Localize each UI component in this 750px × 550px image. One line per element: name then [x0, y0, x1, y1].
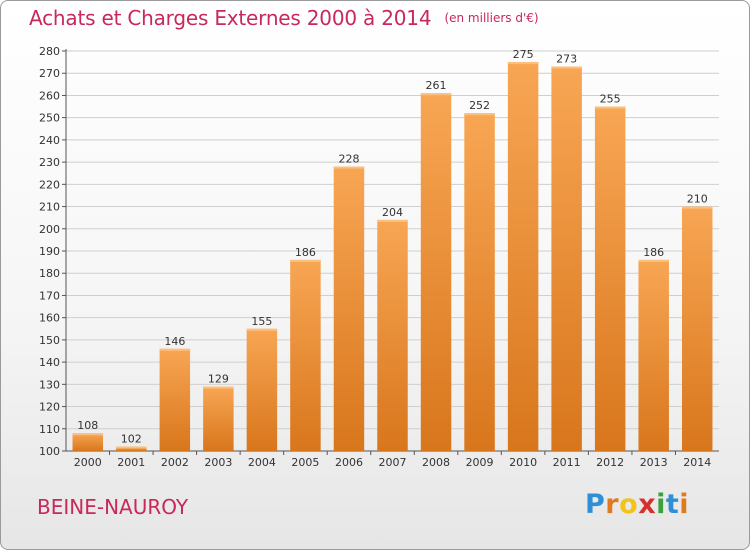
bar	[203, 386, 234, 451]
x-tick-label: 2013	[640, 456, 668, 469]
x-tick-label: 2008	[422, 456, 450, 469]
y-tick-label: 270	[39, 67, 60, 80]
y-tick-label: 120	[39, 401, 60, 414]
y-tick-label: 260	[39, 89, 60, 102]
value-label: 210	[687, 193, 708, 206]
proxiti-logo: Proxiti	[585, 489, 689, 520]
value-label: 186	[643, 246, 664, 259]
logo-letter: t	[665, 489, 680, 520]
bar-top-highlight	[464, 113, 495, 116]
logo-letter: P	[585, 489, 606, 520]
x-tick-label: 2009	[466, 456, 494, 469]
bar-top-highlight	[551, 66, 582, 69]
y-tick-label: 150	[39, 334, 60, 347]
value-label: 186	[295, 246, 316, 259]
bar	[377, 219, 408, 451]
bar	[333, 166, 365, 452]
value-label: 102	[121, 433, 142, 446]
bar	[507, 62, 539, 451]
value-label: 228	[338, 153, 359, 166]
value-label: 255	[600, 93, 621, 106]
bar-top-highlight	[638, 259, 669, 262]
value-label: 275	[513, 48, 534, 61]
bar-top-highlight	[116, 446, 147, 449]
bar	[159, 348, 191, 451]
y-tick-label: 250	[39, 112, 60, 125]
bar	[594, 106, 626, 452]
logo-letter: o	[619, 489, 639, 520]
logo-letter: i	[679, 489, 690, 520]
value-label: 261	[426, 79, 447, 92]
y-tick-label: 220	[39, 178, 60, 191]
bar-top-highlight	[377, 219, 408, 222]
x-tick-label: 2007	[379, 456, 407, 469]
bar	[290, 259, 321, 451]
bar-top-highlight	[333, 166, 365, 169]
x-tick-label: 2006	[335, 456, 363, 469]
y-tick-label: 140	[39, 356, 60, 369]
value-label: 129	[208, 373, 229, 386]
bar	[464, 113, 495, 451]
y-tick-label: 280	[39, 45, 60, 58]
x-tick-label: 2012	[596, 456, 624, 469]
bars	[72, 62, 713, 452]
bar-top-highlight	[246, 328, 278, 331]
y-tick-label: 190	[39, 245, 60, 258]
bar-top-highlight	[203, 386, 234, 389]
value-label: 155	[251, 315, 272, 328]
bar-top-highlight	[290, 259, 321, 262]
x-tick-label: 2000	[74, 456, 102, 469]
bar	[72, 433, 104, 451]
y-tick-label: 130	[39, 378, 60, 391]
bar-top-highlight	[681, 206, 713, 209]
bar-top-highlight	[420, 93, 452, 96]
bar	[116, 446, 147, 451]
bar	[638, 259, 669, 451]
value-label: 108	[77, 419, 98, 432]
x-tick-label: 2002	[161, 456, 189, 469]
y-tick-label: 180	[39, 267, 60, 280]
y-tick-label: 110	[39, 423, 60, 436]
x-tick-label: 2011	[553, 456, 581, 469]
y-tick-label: 170	[39, 289, 60, 302]
value-label: 146	[164, 335, 185, 348]
bar	[681, 206, 713, 451]
x-tick-label: 2014	[683, 456, 711, 469]
x-tick-label: 2010	[509, 456, 537, 469]
bar-top-highlight	[507, 62, 539, 65]
bar	[551, 66, 582, 452]
bar	[420, 93, 452, 451]
value-label: 204	[382, 206, 403, 219]
x-tick-label: 2005	[291, 456, 319, 469]
bar-top-highlight	[594, 106, 626, 109]
y-tick-label: 240	[39, 134, 60, 147]
bar	[246, 328, 278, 451]
y-tick-label: 100	[39, 445, 60, 458]
value-label: 273	[556, 53, 577, 66]
x-tick-label: 2003	[204, 456, 232, 469]
y-tick-label: 200	[39, 223, 60, 236]
logo-letter: x	[638, 489, 657, 520]
title-row: Achats et Charges Externes 2000 à 2014 (…	[29, 6, 539, 30]
x-tick-label: 2001	[117, 456, 145, 469]
logo-letter: r	[605, 489, 620, 520]
data-labels: 108 2000 102 2001 146 2002 129 2003 155 2004 186 20…	[74, 48, 711, 469]
value-label: 252	[469, 99, 490, 112]
commune-name: BEINE-NAUROY	[37, 495, 189, 519]
logo-letter: i	[656, 489, 666, 520]
y-tick-label: 210	[39, 201, 60, 214]
chart-unit: (en milliers d'€)	[444, 11, 539, 25]
y-tick-label: 160	[39, 312, 60, 325]
bar-top-highlight	[72, 433, 104, 436]
x-tick-label: 2004	[248, 456, 276, 469]
chart-title: Achats et Charges Externes 2000 à 2014	[29, 6, 432, 30]
bar-top-highlight	[159, 348, 191, 351]
y-tick-label: 230	[39, 156, 60, 169]
